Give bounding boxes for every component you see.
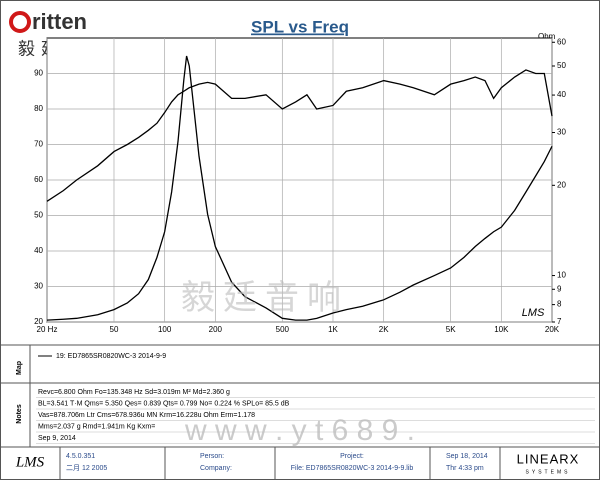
footer-logo: LMS (15, 454, 45, 470)
x-tick-label: 2K (379, 325, 389, 334)
y2-tick-label: 30 (557, 128, 566, 137)
y2-tick-label: 50 (557, 61, 566, 70)
project: Project: (340, 453, 364, 460)
watermark-url: w w w . y t 6 8 9 . (184, 414, 415, 447)
y2-tick-label: 10 (557, 271, 566, 280)
x-tick-label: 20K (545, 325, 560, 334)
y-tick-label: 20 (34, 317, 43, 326)
series-line (46, 69, 553, 202)
y2-tick-label: 7 (557, 317, 562, 326)
x-tick-label: 10K (494, 325, 509, 334)
brand-sub: SYSTEMS (526, 469, 571, 475)
x-tick-label: 5K (446, 325, 456, 334)
watermark-chinese: 毅廷音响 (181, 279, 349, 317)
y2-tick-label: 9 (557, 284, 562, 293)
note-line: Vas=878.706m Ltr Cms=678.936u MN Krm=16.… (38, 412, 255, 419)
version-date: 二月 12 2005 (66, 464, 107, 472)
y2-tick-label: 40 (557, 90, 566, 99)
version: 4.5.0.351 (66, 453, 95, 460)
chart-title: SPL vs Freq (251, 17, 349, 36)
x-tick-label: 100 (158, 325, 172, 334)
note-line: Mms=2.037 g Rmd=1.941m Kg Kxm= (38, 423, 155, 430)
company: Company: (200, 465, 232, 472)
legend-entry: 19: ED7865SR0820WC-3 2014-9-9 (56, 353, 166, 360)
notes-label: Notes (16, 404, 23, 424)
y-tick-label: 50 (34, 211, 43, 220)
print-time: Thr 4:33 pm (446, 465, 484, 472)
x-tick-label: 1K (328, 325, 338, 334)
x-tick-label: 50 (110, 325, 119, 334)
map-label: Map (16, 361, 23, 375)
logo-mark (9, 11, 31, 33)
plot-annotation: LMS (522, 307, 545, 319)
note-line: Revc=6.800 Ohm Fo=135.348 Hz Sd=3.019m M… (38, 389, 230, 396)
x-tick-label: 200 (209, 325, 223, 334)
x-tick-label: 500 (276, 325, 290, 334)
y-tick-label: 80 (34, 104, 43, 113)
note-line: Sep 9, 2014 (38, 435, 76, 442)
file: File: ED7865SR0820WC-3 2014-9-9.lib (291, 465, 414, 472)
y2-tick-label: 8 (557, 300, 562, 309)
y-tick-label: 70 (34, 140, 43, 149)
y-tick-label: 90 (34, 69, 43, 78)
logo-text: ritten (32, 9, 87, 34)
y-tick-label: 30 (34, 282, 43, 291)
y2-tick-label: 20 (557, 180, 566, 189)
note-line: BL=3.541 T·M Qms= 5.350 Qes= 0.839 Qts= … (38, 400, 290, 407)
y-tick-label: 60 (34, 175, 43, 184)
x-tick-label: 20 Hz (37, 325, 58, 334)
y-tick-label: 40 (34, 246, 43, 255)
series-line (46, 55, 553, 321)
print-date: Sep 18, 2014 (446, 453, 488, 460)
brand: LINEARX (517, 451, 580, 466)
y2-tick-label: 60 (557, 37, 566, 46)
person: Person: (200, 453, 224, 460)
y2-axis-label: Ohm (538, 32, 556, 41)
